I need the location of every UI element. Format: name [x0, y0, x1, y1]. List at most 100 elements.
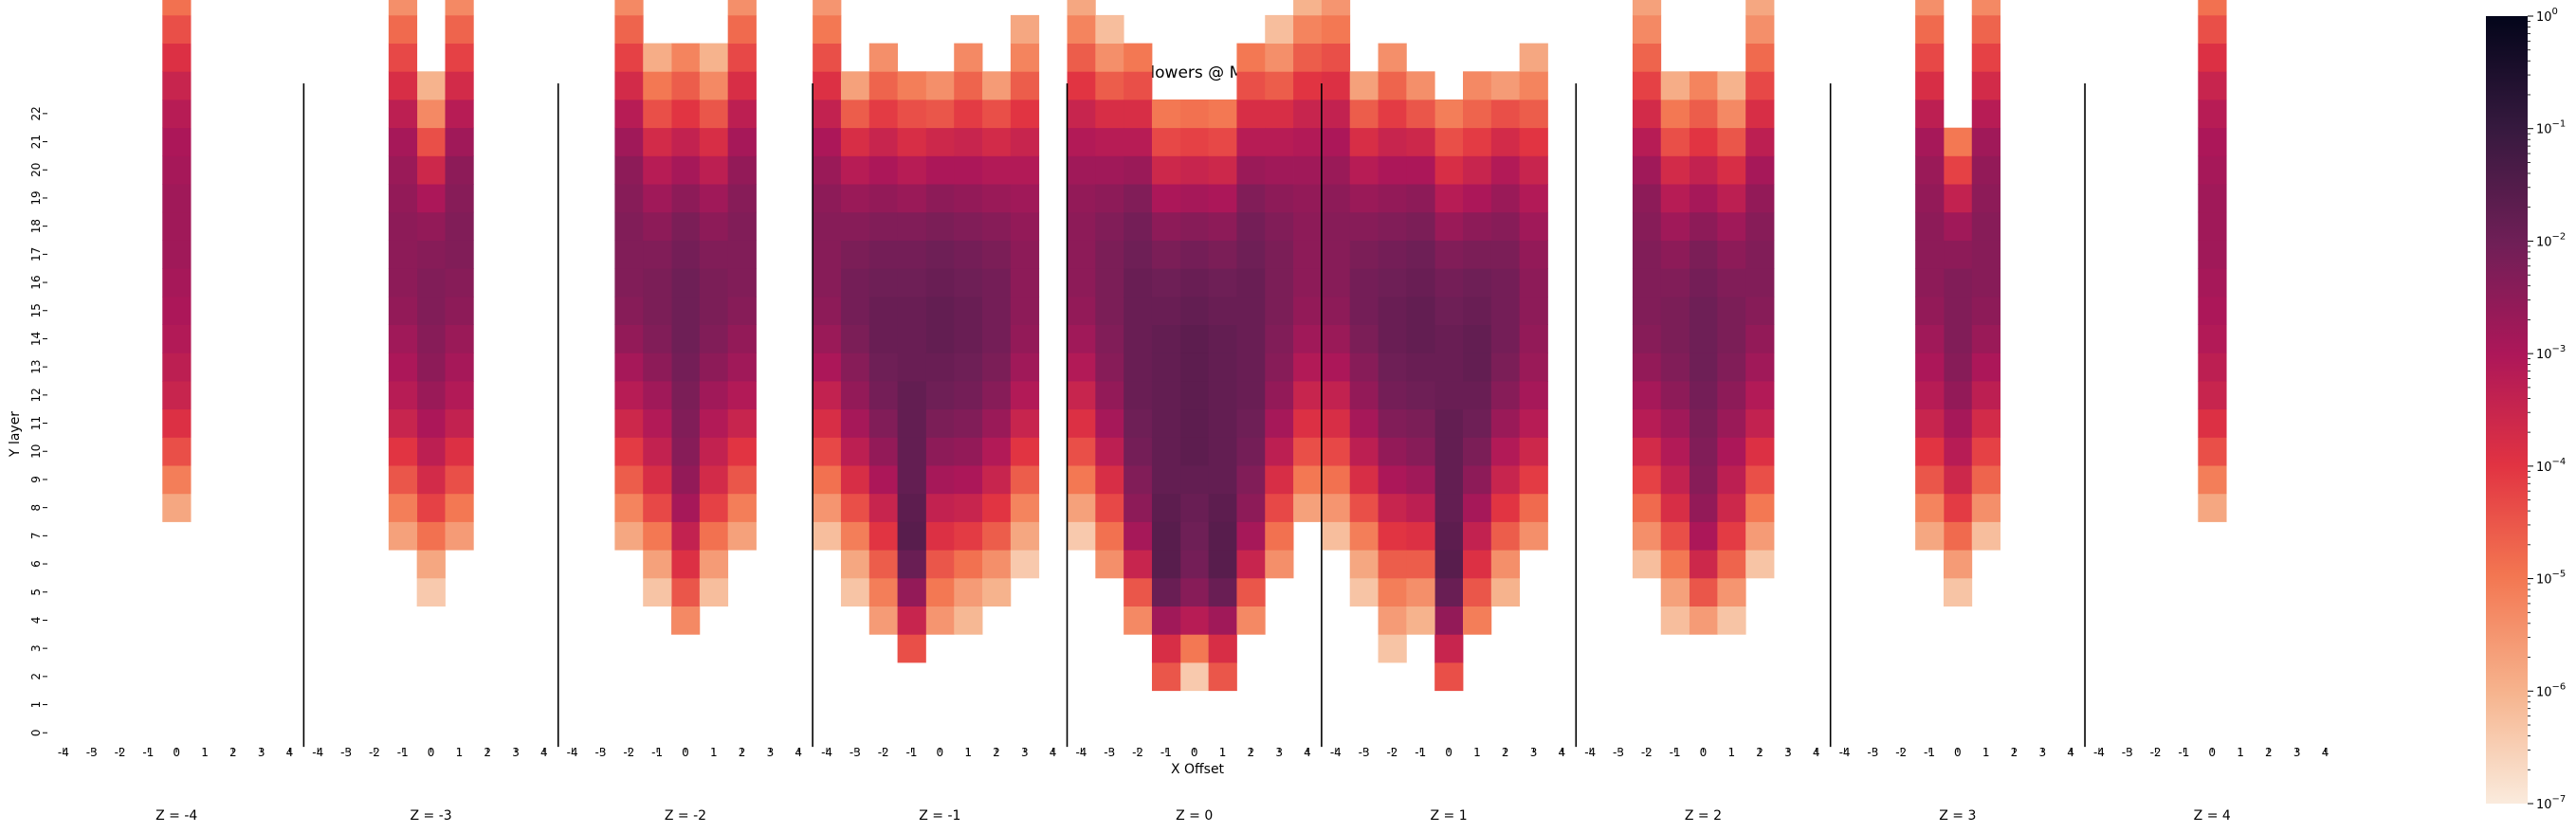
x-tick-label: 2	[993, 746, 1000, 759]
heatmap-cell	[925, 381, 955, 410]
heatmap-cell	[1463, 268, 1492, 298]
heatmap-cell	[727, 71, 757, 100]
heatmap-cell	[1689, 127, 1718, 156]
colorbar-tick-label: 10−6	[2536, 681, 2566, 699]
heatmap-cell	[1406, 100, 1435, 129]
heatmap-cell	[1745, 493, 1775, 522]
heatmap-cell	[1717, 408, 1746, 438]
heatmap-cell	[1519, 71, 1548, 100]
heatmap-cell	[1406, 437, 1435, 466]
x-tick-label: -4	[1584, 746, 1596, 759]
heatmap-cell	[727, 14, 757, 44]
heatmap-cell	[2198, 324, 2227, 353]
heatmap-cell	[1745, 71, 1775, 100]
heatmap-cell	[1915, 211, 1945, 241]
heatmap-cell	[1689, 465, 1718, 495]
heatmap-cell	[1717, 184, 1746, 213]
heatmap-cell	[1717, 100, 1746, 129]
heatmap-cell	[1632, 127, 1662, 156]
heatmap-cell	[1010, 211, 1040, 241]
heatmap-cell	[954, 353, 983, 382]
y-tick-label: 22	[29, 106, 43, 120]
heatmap-cell	[1463, 521, 1492, 551]
heatmap-cell	[2198, 14, 2227, 44]
heatmap-cell	[699, 184, 729, 213]
heatmap-cell	[162, 211, 192, 241]
heatmap-cell	[1208, 127, 1237, 156]
heatmap-cell	[1124, 521, 1153, 551]
heatmap-cell	[813, 437, 842, 466]
heatmap-cell	[1745, 550, 1775, 579]
heatmap-cell	[1689, 184, 1718, 213]
heatmap-cell	[1463, 577, 1492, 607]
heatmap-cell	[1971, 493, 2001, 522]
heatmap-cell	[614, 268, 644, 298]
heatmap-cell	[1406, 155, 1435, 185]
heatmap-cell	[614, 127, 644, 156]
heatmap-cell	[671, 155, 701, 185]
heatmap-cell	[1179, 493, 1210, 522]
heatmap-cell	[1179, 577, 1210, 607]
heatmap-cell	[727, 184, 757, 213]
heatmap-cell	[840, 127, 870, 156]
heatmap-cell	[1208, 240, 1237, 269]
heatmap-cell	[1943, 577, 1973, 607]
heatmap-cell	[1971, 381, 2001, 410]
heatmap-cell	[1745, 43, 1775, 72]
heatmap-cell	[1717, 324, 1746, 353]
x-tick-label: 0	[173, 746, 180, 759]
heatmap-cell	[1689, 493, 1718, 522]
heatmap-cell	[643, 324, 672, 353]
heatmap-cell	[1406, 353, 1435, 382]
heatmap-cell	[699, 100, 729, 129]
heatmap-cell	[1971, 240, 2001, 269]
heatmap-cell	[1378, 493, 1407, 522]
heatmap-cell	[1915, 353, 1945, 382]
heatmap-cell	[897, 240, 926, 269]
heatmap-cell	[1236, 240, 1266, 269]
heatmap-cell	[1208, 268, 1237, 298]
heatmap-cell	[445, 155, 474, 185]
heatmap-cell	[1971, 0, 2001, 16]
heatmap-cell	[1208, 493, 1237, 522]
panel--3: -4 -3 -2 -1 0 1 2 3 4 Z = -3	[302, 0, 548, 824]
heatmap-cell	[1915, 324, 1945, 353]
heatmap-cell	[2198, 408, 2227, 438]
heatmap-cell	[388, 493, 418, 522]
heatmap-cell	[1265, 353, 1294, 382]
heatmap-cell	[1632, 155, 1662, 185]
x-tick-label: 3	[512, 746, 520, 759]
heatmap-cell	[1349, 155, 1379, 185]
heatmap-cell	[1434, 211, 1464, 241]
x-tick-label: 3	[767, 746, 775, 759]
heatmap-cell	[1010, 465, 1040, 495]
heatmap-cell	[1265, 521, 1294, 551]
heatmap-cell	[388, 184, 418, 213]
x-tick-label: 0	[2208, 746, 2216, 759]
heatmap-cell	[727, 0, 757, 16]
heatmap-cell	[643, 437, 672, 466]
heatmap-cell	[1265, 240, 1294, 269]
heatmap-cell	[1124, 465, 1153, 495]
heatmap-cell	[671, 381, 701, 410]
y-tick-label: 15	[29, 303, 43, 317]
y-tick-label: 20	[29, 163, 43, 177]
heatmap-cell	[1236, 550, 1266, 579]
x-tick-label: -1	[906, 746, 918, 759]
heatmap-cell	[2198, 493, 2227, 522]
heatmap-cell	[1943, 381, 1973, 410]
heatmap-cell	[1971, 296, 2001, 325]
heatmap-cell	[388, 296, 418, 325]
heatmap-cell	[1321, 100, 1351, 129]
heatmap-cell	[1689, 381, 1718, 410]
heatmap-cell	[445, 353, 474, 382]
x-tick-label: 0	[428, 746, 435, 759]
heatmap-cell	[1660, 606, 1690, 635]
heatmap-cell	[1632, 465, 1662, 495]
heatmap-cell	[1321, 127, 1351, 156]
heatmap-cell	[868, 437, 898, 466]
x-tick-label: -4	[2093, 746, 2105, 759]
heatmap-cell	[954, 184, 983, 213]
heatmap-cell	[2198, 465, 2227, 495]
heatmap-cell	[1265, 268, 1294, 298]
